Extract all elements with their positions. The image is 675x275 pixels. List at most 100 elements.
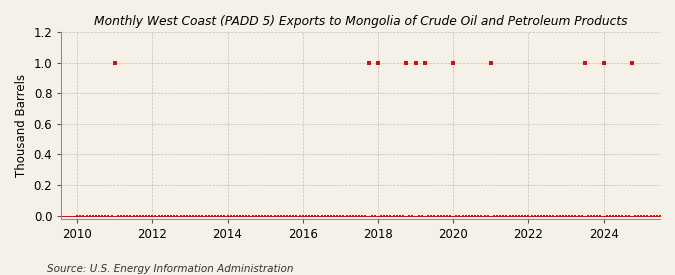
Point [119, 213, 130, 218]
Point [548, 213, 559, 218]
Point [432, 213, 443, 218]
Point [357, 213, 368, 218]
Point [645, 213, 656, 218]
Point [335, 213, 346, 218]
Point [510, 213, 521, 218]
Point [319, 213, 330, 218]
Point [529, 213, 540, 218]
Point [225, 213, 236, 218]
Point [131, 213, 142, 218]
Point [630, 213, 641, 218]
Point [184, 213, 195, 218]
Point [657, 213, 668, 218]
Point [392, 213, 402, 218]
Point [316, 213, 327, 218]
Point [84, 213, 95, 218]
Point [504, 213, 515, 218]
Point [639, 213, 650, 218]
Point [169, 213, 180, 218]
Point [407, 213, 418, 218]
Point [623, 213, 634, 218]
Point [451, 213, 462, 218]
Point [535, 213, 546, 218]
Point [228, 213, 239, 218]
Point [617, 213, 628, 218]
Point [570, 213, 580, 218]
Point [332, 213, 343, 218]
Point [219, 213, 230, 218]
Point [313, 213, 324, 218]
Point [247, 213, 258, 218]
Point [592, 213, 603, 218]
Point [182, 213, 192, 218]
Point [304, 213, 315, 218]
Point [651, 213, 662, 218]
Point [589, 213, 599, 218]
Point [435, 213, 446, 218]
Point [272, 213, 283, 218]
Point [310, 213, 321, 218]
Point [188, 213, 198, 218]
Point [90, 213, 101, 218]
Point [344, 213, 355, 218]
Point [476, 213, 487, 218]
Point [166, 213, 177, 218]
Point [520, 213, 531, 218]
Point [445, 213, 456, 218]
Point [498, 213, 509, 218]
Point [466, 213, 477, 218]
Point [163, 213, 173, 218]
Point [385, 213, 396, 218]
Point [517, 213, 528, 218]
Point [655, 213, 666, 218]
Point [294, 213, 305, 218]
Point [473, 213, 484, 218]
Point [489, 213, 500, 218]
Y-axis label: Thousand Barrels: Thousand Barrels [15, 74, 28, 177]
Point [342, 213, 352, 218]
Point [291, 213, 302, 218]
Point [523, 213, 534, 218]
Point [401, 60, 412, 65]
Point [413, 213, 424, 218]
Point [558, 213, 568, 218]
Point [298, 213, 308, 218]
Point [300, 213, 311, 218]
Point [75, 213, 86, 218]
Point [648, 213, 659, 218]
Point [94, 213, 105, 218]
Point [601, 213, 612, 218]
Point [460, 213, 471, 218]
Point [235, 213, 246, 218]
Point [254, 213, 265, 218]
Point [626, 60, 637, 65]
Point [661, 213, 672, 218]
Point [429, 213, 440, 218]
Point [457, 213, 468, 218]
Point [526, 213, 537, 218]
Point [579, 60, 590, 65]
Point [394, 213, 405, 218]
Point [379, 213, 389, 218]
Point [376, 213, 387, 218]
Point [138, 213, 148, 218]
Point [260, 213, 271, 218]
Point [482, 213, 493, 218]
Point [222, 213, 233, 218]
Point [78, 213, 89, 218]
Point [567, 213, 578, 218]
Point [464, 213, 475, 218]
Point [441, 213, 452, 218]
Point [454, 213, 465, 218]
Point [604, 213, 615, 218]
Point [416, 213, 427, 218]
Point [81, 213, 92, 218]
Point [573, 213, 584, 218]
Point [153, 213, 164, 218]
Point [244, 213, 255, 218]
Title: Monthly West Coast (PADD 5) Exports to Mongolia of Crude Oil and Petroleum Produ: Monthly West Coast (PADD 5) Exports to M… [94, 15, 628, 28]
Point [241, 213, 252, 218]
Point [147, 213, 158, 218]
Point [611, 213, 622, 218]
Point [210, 213, 221, 218]
